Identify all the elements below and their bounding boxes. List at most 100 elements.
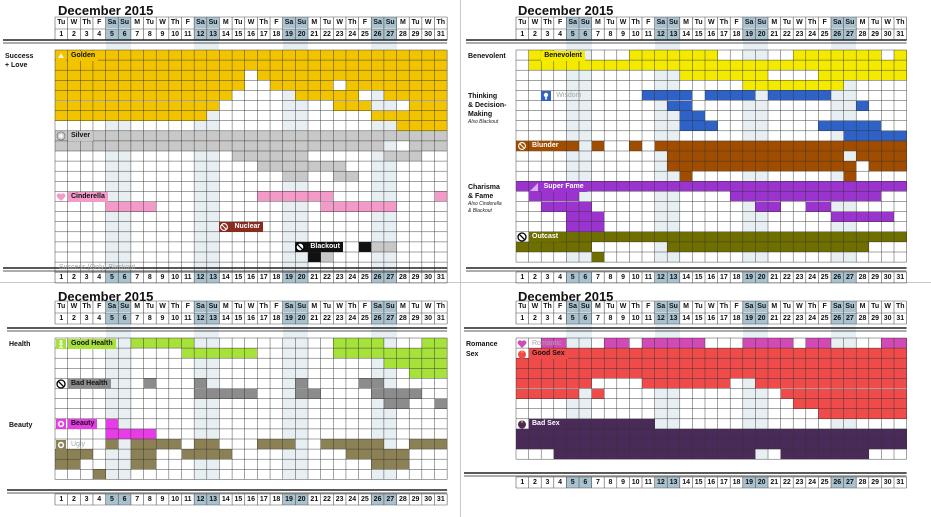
date-number-footer: 1 xyxy=(520,479,525,486)
bar-benevolent xyxy=(679,70,768,81)
date-number-header: 22 xyxy=(782,315,791,322)
date-number-header: 2 xyxy=(72,315,76,322)
day-name-header: Tu xyxy=(518,303,527,310)
date-number-footer: 12 xyxy=(654,477,668,488)
day-name-header: W xyxy=(796,19,803,26)
weekend-column-shade xyxy=(295,324,308,480)
month-title: December 2015 xyxy=(518,3,614,18)
bar-benevolent xyxy=(528,60,907,71)
date-number-footer: 26 xyxy=(831,272,844,283)
date-number-header: 29 xyxy=(871,315,879,322)
date-number-header: 11 xyxy=(644,315,652,322)
day-name-header: W xyxy=(336,19,343,26)
date-number-header: 17 xyxy=(259,31,268,38)
date-number-header: 10 xyxy=(171,31,180,38)
section-label: Thinking & Decision- Making xyxy=(468,93,507,119)
track-beauty[interactable]: Beauty xyxy=(56,419,98,430)
track-good-health[interactable]: Good Health xyxy=(56,338,116,349)
track-blunder[interactable]: Blunder xyxy=(517,141,562,152)
date-number-header: 31 xyxy=(896,31,905,38)
date-number-footer: 31 xyxy=(896,479,905,486)
date-number-header: 6 xyxy=(118,313,131,324)
date-number-header: 25 xyxy=(820,31,829,38)
date-number-footer: 27 xyxy=(843,477,857,488)
track-blackout[interactable]: Blackout xyxy=(295,242,343,253)
track-golden[interactable]: Golden xyxy=(56,50,99,61)
track-benevolent[interactable]: Benevolent xyxy=(541,50,585,61)
ugly-icon xyxy=(56,439,66,450)
ugly-icon-wrap xyxy=(56,439,66,450)
date-number-header: 12 xyxy=(194,313,207,324)
date-number-header: 20 xyxy=(295,313,308,324)
track-good-sex[interactable]: Good Sex xyxy=(517,348,568,359)
day-name-header: Sa xyxy=(654,301,668,312)
date-number-header: 13 xyxy=(667,29,680,40)
bar-wisdom xyxy=(705,90,756,101)
date-number-footer: 13 xyxy=(667,477,680,488)
day-name-header: F xyxy=(185,19,190,26)
date-number-footer: 15 xyxy=(234,496,243,503)
beauty-icon-wrap xyxy=(56,419,66,430)
bar-blunder xyxy=(679,171,693,182)
date-number-header: 4 xyxy=(97,31,102,38)
track-outcast[interactable]: Outcast xyxy=(517,232,562,243)
track-bad-health[interactable]: Bad Health xyxy=(56,378,111,389)
bar-good-health xyxy=(333,348,448,359)
section-label: Romance xyxy=(466,341,498,348)
date-number-footer: 22 xyxy=(782,274,791,281)
bar-silver xyxy=(333,171,359,182)
date-number-footer: 13 xyxy=(667,272,680,283)
bar-super-fame xyxy=(516,181,907,192)
date-number-footer: 11 xyxy=(184,274,192,281)
track-bad-sex[interactable]: Bad Sex xyxy=(517,419,563,430)
bar-bad-health xyxy=(295,388,321,399)
day-name-header: Tu xyxy=(694,303,703,310)
date-number-header: 5 xyxy=(105,29,119,40)
bar-golden xyxy=(55,70,245,81)
track-label: Super Fame xyxy=(540,181,587,192)
day-name-header: F xyxy=(274,303,279,310)
weekend-column-shade xyxy=(282,324,296,480)
date-number-header: 7 xyxy=(135,315,140,322)
day-name-header: M xyxy=(771,19,778,26)
beauty-icon xyxy=(56,419,66,430)
bar-romantic xyxy=(742,338,794,349)
date-number-footer: 16 xyxy=(247,496,255,503)
date-number-header: 2 xyxy=(532,31,537,38)
track-super-fame[interactable]: Super Fame xyxy=(528,181,587,192)
track-romantic[interactable]: Romantic xyxy=(517,338,565,349)
bar-ugly xyxy=(320,439,384,450)
bar-wisdom xyxy=(679,120,718,131)
date-number-header: 4 xyxy=(558,315,563,322)
bar-golden xyxy=(55,80,245,91)
track-silver[interactable]: Silver xyxy=(56,131,94,142)
date-number-footer: 3 xyxy=(545,479,550,486)
track-wisdom[interactable]: Wisdom xyxy=(541,90,584,101)
day-name-header: Su xyxy=(579,301,592,312)
track-success-only-blackout[interactable]: Success (Only) Blackout xyxy=(56,262,138,273)
bar-benevolent xyxy=(894,50,907,61)
bar-good-health xyxy=(383,358,448,369)
bar-super-fame xyxy=(805,201,831,212)
track-ugly[interactable]: Ugly xyxy=(56,439,88,450)
date-number-footer: 23 xyxy=(795,479,804,486)
bar-super-fame xyxy=(541,201,592,212)
day-name-header: W xyxy=(884,303,891,310)
track-nuclear[interactable]: Nuclear xyxy=(219,222,264,233)
track-label: Silver xyxy=(68,131,94,142)
day-name-header: Th xyxy=(82,19,91,26)
bar-bad-sex xyxy=(516,439,907,450)
date-number-footer: 6 xyxy=(118,272,131,283)
date-number-header: 5 xyxy=(566,313,579,324)
day-name-header: Su xyxy=(667,301,680,312)
date-number-header: 1 xyxy=(59,315,64,322)
date-number-header: 17 xyxy=(719,31,728,38)
bar-golden xyxy=(55,110,207,121)
date-number-footer: 20 xyxy=(755,477,768,488)
date-number-footer: 6 xyxy=(579,477,592,488)
bar-blunder xyxy=(654,140,907,151)
day-name-header: Sa xyxy=(566,301,579,312)
track-label: Romantic xyxy=(532,339,562,347)
track-cinderella[interactable]: Cinderella xyxy=(56,191,108,202)
date-number-footer: 6 xyxy=(579,272,592,283)
